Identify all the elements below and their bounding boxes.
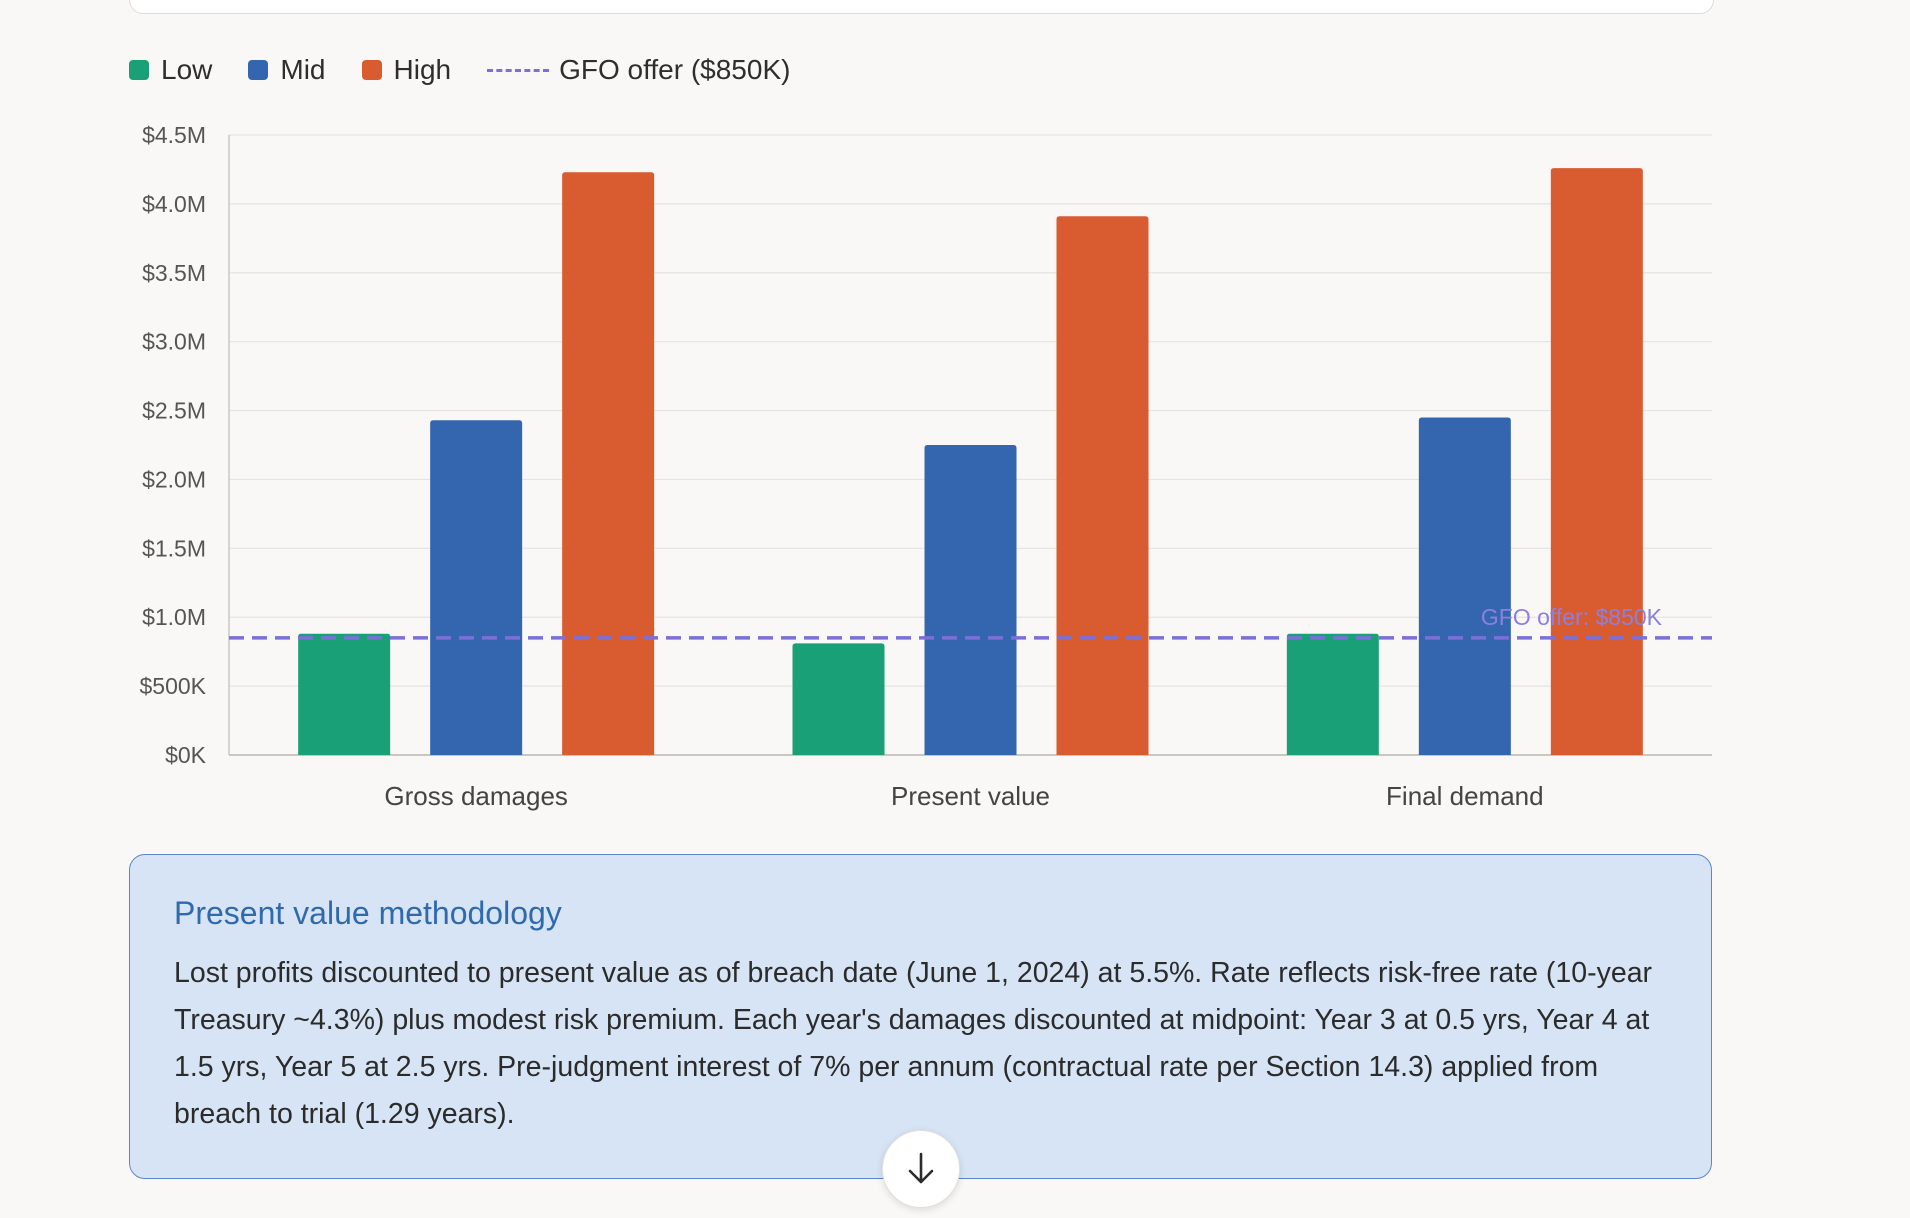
y-tick-label: $1.0M xyxy=(142,604,206,630)
x-category-label: Gross damages xyxy=(384,781,568,811)
bar-high xyxy=(1056,216,1149,756)
bar-mid xyxy=(430,420,523,755)
legend-swatch-low xyxy=(129,60,149,80)
y-tick-label: $3.0M xyxy=(142,329,206,355)
scroll-down-button[interactable] xyxy=(882,1130,960,1208)
y-tick-label: $0K xyxy=(165,742,207,768)
legend-swatch-high xyxy=(361,60,382,80)
methodology-callout: Present value methodology Lost profits d… xyxy=(129,854,1712,1179)
y-tick-label: $2.0M xyxy=(142,466,206,492)
legend-label-high: High xyxy=(393,54,452,85)
legend-label-offer: GFO offer ($850K) xyxy=(559,54,791,85)
methodology-body: Lost profits discounted to present value… xyxy=(174,957,1653,1130)
legend-label-mid: Mid xyxy=(280,54,326,85)
x-category-label: Present value xyxy=(891,781,1050,811)
damages-bar-chart: $0K $500K $1.0M $1.5M $2.0M $2.5M $3.0M $3.5M $4… xyxy=(139,122,1712,811)
bar-low xyxy=(298,633,391,755)
chart-legend: Low Mid High GFO offer ($850K) xyxy=(129,50,826,90)
legend-item-low: Low xyxy=(129,54,212,86)
gfo-offer-label: GFO offer: $850K xyxy=(1481,604,1663,630)
y-tick-label: $3.5M xyxy=(142,260,206,286)
bar-high xyxy=(1550,168,1643,756)
legend-item-high: High xyxy=(361,54,452,86)
x-category-label: Final demand xyxy=(1386,781,1544,811)
bar-low xyxy=(792,643,885,755)
legend-label-low: Low xyxy=(161,54,213,85)
bar-high xyxy=(562,172,655,755)
arrow-down-icon xyxy=(908,1152,934,1184)
bar-low xyxy=(1286,633,1379,755)
y-tick-label: $1.5M xyxy=(142,535,206,561)
legend-item-mid: Mid xyxy=(248,54,326,86)
methodology-title: Present value methodology xyxy=(174,895,562,931)
bar-mid xyxy=(924,445,1017,755)
y-tick-label: $2.5M xyxy=(142,398,206,424)
legend-dash-offer xyxy=(487,68,550,72)
legend-item-offer: GFO offer ($850K) xyxy=(487,54,790,86)
y-tick-label: $500K xyxy=(139,673,206,699)
bar-mid xyxy=(1418,417,1511,755)
y-tick-label: $4.5M xyxy=(142,122,206,148)
legend-swatch-mid xyxy=(248,60,269,80)
y-tick-label: $4.0M xyxy=(142,191,206,217)
